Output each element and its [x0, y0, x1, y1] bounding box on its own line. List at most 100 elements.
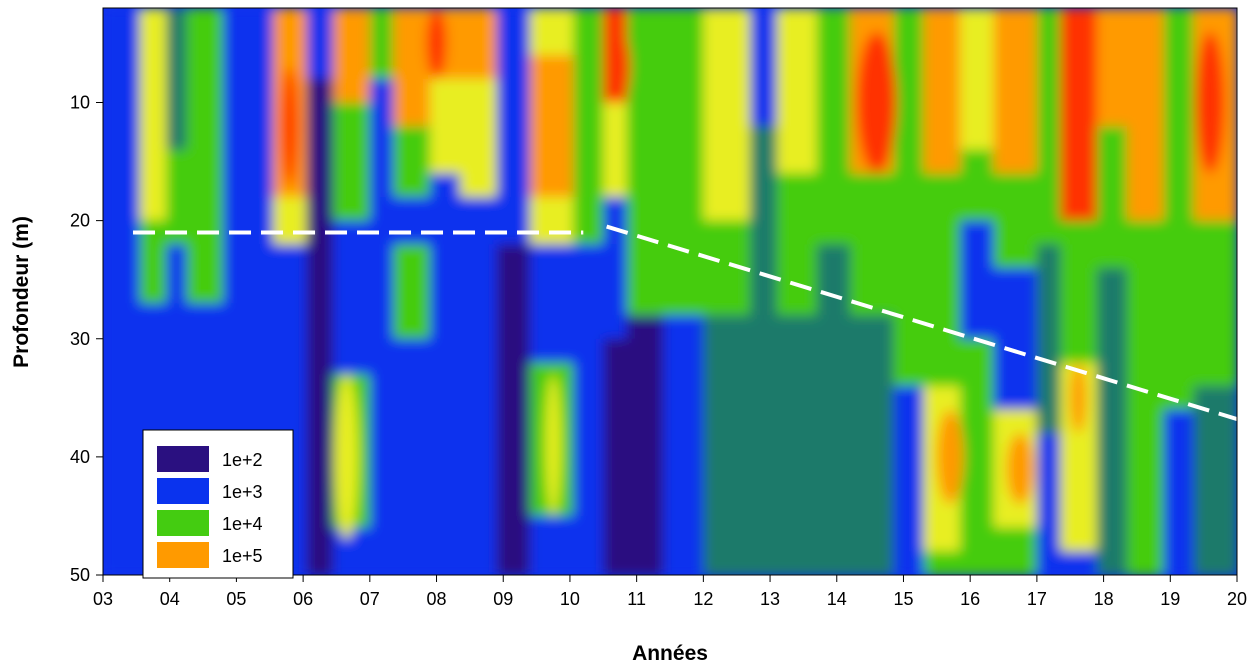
heatmap-cell: [306, 78, 335, 575]
heatmap-cell: [529, 515, 575, 575]
x-tick-label: 12: [693, 589, 713, 609]
legend-swatch: [157, 446, 209, 472]
x-tick-label: 09: [493, 589, 513, 609]
heatmap-blob: [626, 374, 660, 540]
x-tick-label: 19: [1160, 589, 1180, 609]
heatmap-cell: [139, 220, 168, 305]
y-axis-title: Profondeur (m): [10, 216, 33, 368]
heatmap-cell: [1163, 409, 1195, 575]
heatmap-cell: [1096, 8, 1128, 128]
x-tick-label: 10: [560, 589, 580, 609]
x-tick-label: 13: [760, 589, 780, 609]
heatmap-cell: [1163, 8, 1195, 246]
x-tick-label: 11: [627, 589, 646, 609]
heatmap-blob: [1070, 362, 1087, 434]
heatmap-cell: [776, 8, 818, 175]
heatmap-cell: [496, 244, 531, 575]
heatmap-cell: [663, 315, 705, 575]
heatmap-cell: [1193, 220, 1237, 387]
x-tick-label: 15: [893, 589, 913, 609]
heatmap-cell: [1036, 244, 1062, 435]
heatmap-cell: [333, 102, 371, 222]
heatmap-cell: [103, 8, 141, 246]
legend: 1e+2 1e+3 1e+4 1e+5: [142, 429, 294, 579]
heatmap-cell: [459, 197, 498, 575]
heatmap-cell: [186, 220, 225, 305]
heatmap-cell: [663, 8, 705, 222]
heatmap-cell: [1036, 433, 1062, 575]
heatmap-cell: [626, 220, 665, 317]
heatmap-cell: [393, 338, 431, 575]
heatmap-cell: [333, 527, 371, 575]
heatmap-cell: [369, 78, 395, 575]
plot-frame: [102, 7, 1238, 576]
heatmap-cell: [663, 220, 705, 317]
heatmap-cell: [529, 244, 575, 364]
heatmap-cell: [960, 220, 995, 340]
heatmap-cell: [776, 173, 818, 317]
legend-label: 1e+4: [222, 514, 263, 534]
heatmap-cell: [603, 197, 628, 340]
x-tick-label: 03: [93, 589, 113, 609]
heatmap-cell: [166, 149, 188, 246]
x-axis-title: Années: [632, 642, 708, 665]
heatmap-cell: [496, 8, 531, 246]
heatmap-cell: [923, 551, 962, 575]
heatmap-cell: [103, 244, 141, 575]
heatmap-cell: [923, 173, 962, 387]
heatmap-blob: [856, 31, 897, 174]
heatmap-cell: [1193, 386, 1237, 575]
heatmap-cell: [923, 8, 962, 175]
heatmap-cell: [273, 197, 308, 246]
y-tick-label: 10: [70, 93, 90, 113]
heatmap-cell: [1060, 8, 1098, 222]
heatmap-blob: [609, 31, 630, 103]
heatmap-cell: [850, 315, 895, 575]
heatmap-cell: [1096, 267, 1128, 575]
heatmap-blob: [936, 409, 964, 505]
y-tick-label: 20: [70, 211, 90, 231]
legend-swatch: [157, 510, 209, 536]
heatmap-cell: [306, 8, 335, 80]
heatmap-cell: [1126, 220, 1165, 387]
heatmap-cell: [993, 8, 1038, 175]
heatmap-cell: [223, 8, 275, 246]
heatmap-blob: [1006, 433, 1034, 505]
heatmap-cell: [603, 102, 628, 198]
legend-swatch: [157, 478, 209, 504]
x-tick-label: 17: [1027, 589, 1047, 609]
heatmap-cell: [393, 126, 431, 198]
heatmap-blob: [426, 8, 447, 79]
heatmap-cell: [429, 173, 461, 575]
annotations: [133, 224, 1237, 421]
heatmap-cell: [333, 220, 371, 376]
legend-label: 1e+3: [222, 482, 263, 502]
legend-label: 1e+5: [222, 546, 263, 566]
y-axis: 10 20 30 40 50: [70, 93, 103, 585]
heatmap-cell: [703, 315, 752, 575]
x-tick-label: 06: [293, 589, 313, 609]
heatmap-cell: [626, 8, 665, 222]
heatmap-cell: [459, 8, 498, 80]
x-tick-label: 07: [360, 589, 380, 609]
heatmap-cell: [993, 173, 1038, 269]
heatmap-cell: [529, 55, 575, 198]
heatmap-cell: [459, 78, 498, 198]
heatmap-cell: [960, 338, 995, 575]
heatmap-cell: [1096, 126, 1128, 269]
heatmap-cell: [1060, 551, 1098, 575]
heatmap-cell: [816, 244, 852, 575]
heatmap-cell: [750, 126, 778, 575]
x-tick-label: 08: [427, 589, 447, 609]
heatmap-cell: [393, 8, 431, 128]
heatmap-cell: [1163, 244, 1195, 411]
heatmap-cell: [529, 197, 575, 246]
heatmap-cell: [573, 244, 605, 575]
heatmap-cell: [393, 244, 431, 340]
heatmap-cell: [529, 8, 575, 57]
dashed-annotation-line: [606, 224, 1237, 421]
heatmap-cell: [960, 149, 995, 222]
heatmap-cell: [1126, 386, 1165, 575]
x-tick-label: 14: [827, 589, 847, 609]
